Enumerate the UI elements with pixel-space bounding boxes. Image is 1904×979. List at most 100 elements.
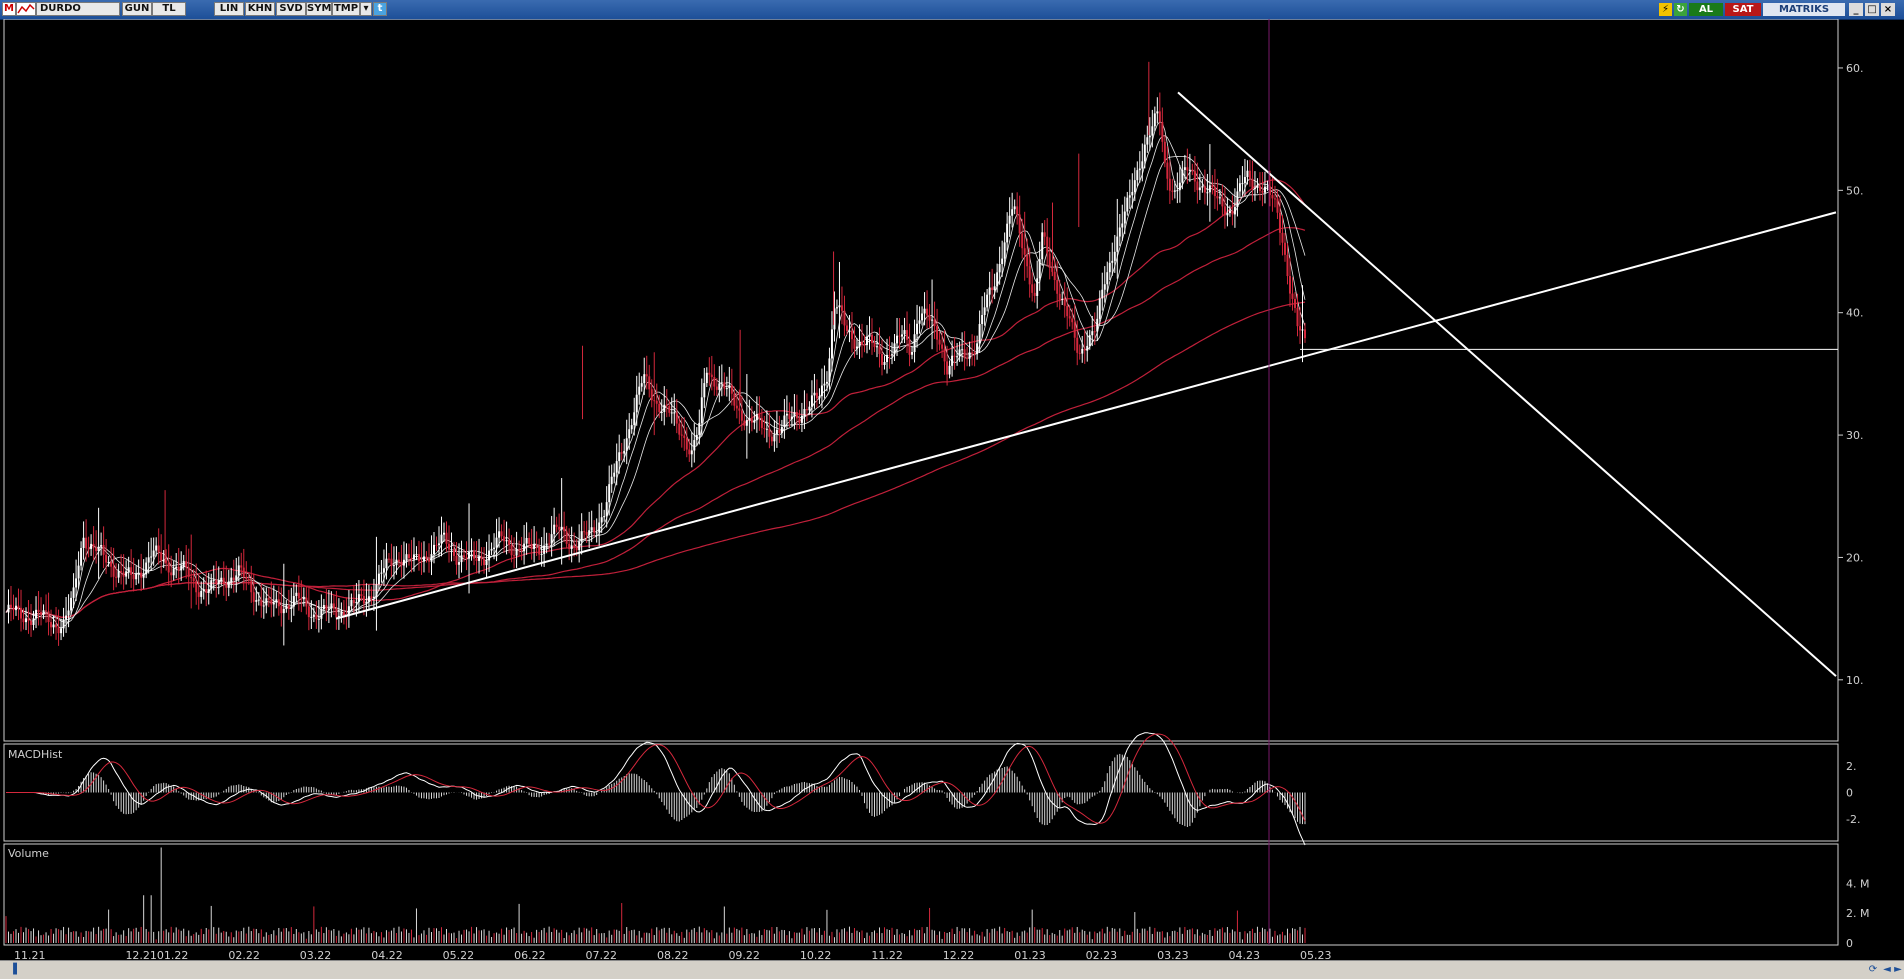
minimize-icon[interactable]: _ <box>1849 3 1863 16</box>
candle-body <box>1048 253 1051 268</box>
candle-body <box>1201 186 1204 188</box>
candle-body <box>432 544 435 555</box>
candle-body <box>610 476 613 485</box>
candle-body <box>80 548 83 566</box>
chart-area[interactable]: MACDHist 2. 0 -2. Volume 0 2. M 4. M 10. 20. 3… <box>0 19 1904 960</box>
delete-button[interactable]: SVD <box>276 2 306 16</box>
candle-body <box>65 615 68 620</box>
candle-body <box>733 393 736 406</box>
candle-body <box>327 608 330 610</box>
dropdown-icon[interactable]: ▾ <box>360 2 372 16</box>
candle-body <box>675 412 678 424</box>
refresh-status-icon[interactable]: ⟳ <box>1868 964 1878 975</box>
candle-body <box>1128 195 1131 198</box>
candle-body <box>1238 183 1241 192</box>
candle-body <box>1123 211 1126 224</box>
candle-body <box>185 560 188 568</box>
template-button[interactable]: TMP <box>332 2 360 16</box>
candle-body <box>205 589 208 593</box>
candle-body <box>1276 198 1279 213</box>
channel-button[interactable]: KHN <box>245 2 275 16</box>
candle-body <box>1263 186 1266 193</box>
candle-body <box>285 605 288 609</box>
twitter-icon[interactable]: t <box>373 2 387 16</box>
candle-body <box>237 565 240 576</box>
candle-body <box>215 579 218 585</box>
candle-body <box>490 548 493 551</box>
symbol-field[interactable]: DURDO <box>36 2 120 16</box>
candle-body <box>580 531 583 542</box>
candle-body <box>1126 197 1129 212</box>
candle-body <box>1246 170 1249 178</box>
close-icon[interactable]: × <box>1881 3 1895 16</box>
candle-body <box>250 580 253 593</box>
candle-body <box>107 561 110 563</box>
candle-body <box>605 502 608 517</box>
symbol-button[interactable]: SYM <box>306 2 332 16</box>
candle-body <box>77 565 80 579</box>
candle-body <box>1086 345 1089 351</box>
candle-body <box>881 354 884 365</box>
candle-body <box>788 413 791 419</box>
candle-body <box>946 361 949 375</box>
candle-body <box>1216 196 1219 199</box>
currency-button[interactable]: TL <box>152 2 186 16</box>
x-tick-label: 03.22 <box>300 949 332 960</box>
candle-body <box>45 610 48 612</box>
maximize-icon[interactable]: □ <box>1865 3 1879 16</box>
candle-body <box>120 571 123 573</box>
candle-body <box>180 566 183 571</box>
candle-body <box>177 566 180 571</box>
candle-body <box>753 420 756 423</box>
candle-body <box>901 334 904 337</box>
macd-signal-line <box>6 733 1306 824</box>
trendlines[interactable] <box>335 91 1838 677</box>
alert-icon[interactable]: ⚡ <box>1659 3 1672 16</box>
candle-body <box>525 537 528 544</box>
scroll-right-icon[interactable]: ► <box>1894 964 1902 975</box>
buy-button[interactable]: AL <box>1689 3 1723 16</box>
candle-body <box>1218 197 1221 199</box>
candle-body <box>57 627 60 634</box>
x-tick-label: 11.21 <box>14 949 46 960</box>
chart-type-icon[interactable] <box>16 2 36 16</box>
candle-body <box>600 517 603 523</box>
candle-body <box>625 438 628 451</box>
candle-body <box>645 374 648 377</box>
candle-body <box>1081 348 1084 354</box>
candle-body <box>1248 170 1251 179</box>
volume-tick-label: 0 <box>1846 937 1853 950</box>
candle-body <box>190 576 193 579</box>
candle-body <box>397 559 400 562</box>
candle-body <box>683 435 686 438</box>
candle-body <box>242 567 245 577</box>
period-button[interactable]: GUN <box>122 2 152 16</box>
y-tick-label: 30. <box>1846 429 1864 442</box>
candle-body <box>235 575 238 581</box>
status-left-icon: ▐ <box>9 964 17 975</box>
candle-body <box>402 559 405 566</box>
candle-body <box>845 325 848 331</box>
line-button[interactable]: LIN <box>214 2 244 16</box>
candle-body <box>758 413 761 419</box>
candle-body <box>886 354 889 363</box>
sell-button[interactable]: SAT <box>1725 3 1761 16</box>
candle-body <box>708 372 711 375</box>
candle-body <box>508 540 511 545</box>
x-tick-label: 12.21 <box>125 949 157 960</box>
candle-body <box>1088 335 1091 346</box>
y-tick-label: 50. <box>1846 184 1864 197</box>
candle-body <box>407 554 410 559</box>
candle-body <box>25 618 28 623</box>
scroll-left-icon[interactable]: ◄ <box>1883 964 1891 975</box>
refresh-icon[interactable]: ↻ <box>1674 3 1687 16</box>
candle-body <box>568 543 571 550</box>
candle-body <box>75 578 78 588</box>
candle-body <box>275 599 278 603</box>
candle-body <box>655 400 658 404</box>
candle-body <box>1056 280 1059 294</box>
candle-body <box>728 385 731 389</box>
candle-body <box>923 308 926 314</box>
candle-body <box>590 527 593 531</box>
candle-body <box>1118 227 1121 237</box>
